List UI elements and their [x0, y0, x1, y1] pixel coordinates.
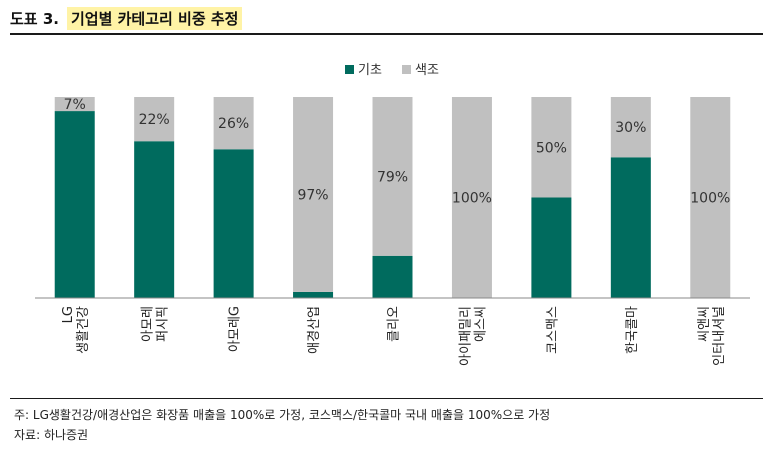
- category-label-line: 애경산업: [307, 306, 322, 354]
- category-label-line: 에스씨: [473, 306, 488, 342]
- source-note: 자료: 하나증권: [14, 428, 89, 442]
- bar-색조-0: [54, 97, 95, 112]
- bar-색조-6: [531, 97, 572, 198]
- data-label-7: 30%: [615, 120, 646, 136]
- data-label-3: 97%: [297, 187, 328, 203]
- figure-header: 도표 3. 기업별 카테고리 비중 추정: [10, 6, 243, 30]
- bar-색조-7: [610, 97, 651, 158]
- category-label-line: LG: [61, 306, 76, 323]
- top-rule: [10, 33, 763, 35]
- bar-색조-2: [213, 97, 254, 150]
- data-label-1: 22%: [139, 112, 170, 128]
- data-label-8: 100%: [690, 191, 730, 207]
- category-label-line: 클리오: [387, 306, 402, 342]
- category-label-line: 아모레: [141, 306, 156, 342]
- category-label-1: 아모레 퍼시픽: [141, 306, 171, 342]
- data-label-4: 79%: [377, 169, 408, 185]
- bar-기초-0: [54, 111, 95, 298]
- data-label-0: 7%: [64, 97, 86, 113]
- legend-label-1: 색조: [415, 63, 439, 78]
- category-label-line: 퍼시픽: [156, 306, 171, 342]
- bar-기초-1: [134, 141, 175, 298]
- legend-label-0: 기초: [358, 63, 382, 78]
- legend-swatch-0: [345, 65, 354, 74]
- category-label-line: 한국콜마: [625, 306, 640, 354]
- category-label-8: 씨앤씨 인터내셔널: [697, 306, 727, 366]
- legend-swatch-1: [402, 65, 411, 74]
- category-label-4: 클리오: [387, 306, 402, 342]
- category-label-line: 아모레G: [228, 306, 243, 352]
- bar-기초-2: [213, 149, 254, 298]
- bar-색조-8: [690, 97, 731, 298]
- category-label-line: 생활건강: [76, 306, 91, 354]
- stacked-bar-chart: 기초 색조 7% LG 생활건강 22% 아모레 퍼시픽 26% 아모레G 97% 애경산업 79% 클리…: [35, 63, 750, 366]
- category-label-line: 아이패밀리: [458, 306, 473, 366]
- category-label-line: 씨앤씨: [697, 306, 712, 342]
- bar-색조-4: [372, 97, 413, 256]
- figure-title: 기업별 카테고리 비중 추정: [66, 6, 243, 30]
- category-label-line: 인터내셔널: [712, 306, 727, 366]
- data-label-6: 50%: [536, 140, 567, 156]
- category-label-2: 아모레G: [228, 306, 243, 352]
- bar-색조-1: [134, 97, 175, 142]
- bottom-rule: [10, 398, 763, 399]
- category-label-6: 코스맥스: [545, 306, 560, 354]
- category-label-0: LG 생활건강: [61, 306, 91, 354]
- bar-기초-3: [293, 291, 334, 298]
- bar-기초-7: [610, 157, 651, 298]
- bar-기초-4: [372, 255, 413, 298]
- bar-색조-5: [451, 97, 492, 298]
- category-label-3: 애경산업: [307, 306, 322, 354]
- category-label-5: 아이패밀리 에스씨: [458, 306, 488, 366]
- bar-기초-6: [531, 197, 572, 298]
- figure-number: 도표 3.: [10, 9, 59, 28]
- category-label-7: 한국콜마: [625, 306, 640, 354]
- data-label-2: 26%: [218, 116, 249, 132]
- footnote: 주: LG생활건강/애경산업은 화장품 매출을 100%로 가정, 코스맥스/한…: [14, 408, 551, 422]
- category-label-line: 코스맥스: [545, 306, 560, 354]
- data-label-5: 100%: [452, 191, 492, 207]
- bar-색조-3: [293, 97, 334, 292]
